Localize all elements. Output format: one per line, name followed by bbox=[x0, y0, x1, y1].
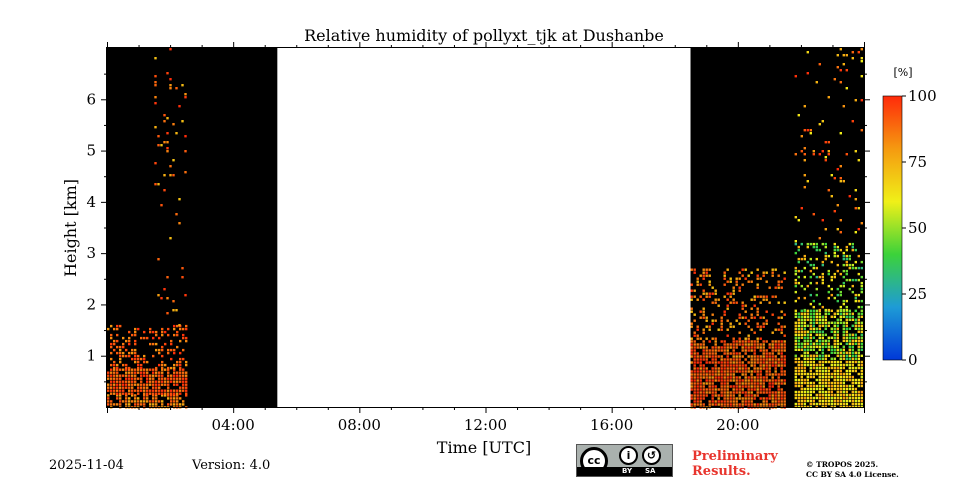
copyright-line2: CC BY SA 4.0 License. bbox=[806, 470, 899, 479]
humidity-region-10 bbox=[794, 48, 863, 243]
colorbar-tick-label: 100 bbox=[908, 87, 937, 105]
humidity-region-9 bbox=[794, 242, 863, 312]
colorbar-tick-label: 0 bbox=[908, 351, 918, 369]
humidity-region-8 bbox=[794, 309, 863, 360]
copyright-note: © TROPOS 2025. CC BY SA 4.0 License. bbox=[806, 460, 899, 480]
y-tick-label: 6 bbox=[86, 90, 96, 108]
x-tick-label: 16:00 bbox=[590, 416, 633, 434]
date-label: 2025-11-04 bbox=[49, 458, 124, 473]
humidity-region-5 bbox=[690, 340, 786, 409]
y-tick-label: 5 bbox=[86, 142, 96, 160]
plot-area bbox=[107, 48, 864, 409]
x-tick-label: 04:00 bbox=[212, 416, 255, 434]
y-tick-label: 1 bbox=[86, 347, 96, 365]
humidity-region-4 bbox=[154, 48, 187, 327]
x-axis-label: Time [UTC] bbox=[437, 438, 531, 457]
chart-title: Relative humidity of pollyxt_tjk at Dush… bbox=[304, 26, 664, 45]
humidity-region-2 bbox=[107, 368, 188, 395]
y-axis-label: Height [km] bbox=[61, 179, 80, 277]
observation-period-1 bbox=[107, 48, 278, 407]
colorbar-tick-label: 25 bbox=[908, 285, 927, 303]
colorbar bbox=[882, 95, 903, 361]
sa-label: SA bbox=[645, 467, 656, 475]
x-tick-label: 08:00 bbox=[338, 416, 381, 434]
colorbar-ticks: 0 25 50 75 100 bbox=[902, 87, 937, 369]
copyright-line1: © TROPOS 2025. bbox=[806, 460, 879, 469]
x-tick-label: 12:00 bbox=[464, 416, 507, 434]
preliminary-note: Preliminary Results. bbox=[692, 449, 778, 479]
colorbar-unit: [%] bbox=[893, 66, 912, 79]
y-tick-label: 4 bbox=[86, 193, 96, 211]
y-tick-label: 3 bbox=[86, 244, 96, 262]
colorbar-tick-label: 75 bbox=[908, 153, 927, 171]
badge-bar bbox=[577, 467, 672, 476]
x-tick-label: 20:00 bbox=[716, 416, 759, 434]
version-label: Version: 4.0 bbox=[192, 458, 271, 473]
y-tick-label: 2 bbox=[86, 295, 96, 313]
share-alike-icon: ↺ bbox=[642, 446, 661, 465]
preliminary-line2: Results. bbox=[692, 464, 751, 479]
humidity-region-6 bbox=[690, 268, 786, 340]
colorbar-tick-label: 50 bbox=[908, 219, 927, 237]
license-badge[interactable]: cc i ↺ BY SA bbox=[576, 444, 673, 477]
preliminary-line1: Preliminary bbox=[692, 449, 778, 464]
attribution-icon: i bbox=[619, 446, 638, 465]
humidity-region-7 bbox=[794, 360, 863, 409]
by-label: BY bbox=[622, 467, 633, 475]
y-axis: 1 2 3 4 5 6 bbox=[86, 73, 870, 383]
humidity-region-3 bbox=[107, 324, 188, 370]
x-axis: 04:00 08:00 12:00 16:00 20:00 bbox=[107, 42, 865, 434]
